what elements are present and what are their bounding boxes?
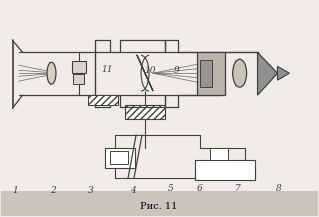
Text: 1: 1 bbox=[12, 186, 18, 195]
Text: 7: 7 bbox=[234, 184, 240, 193]
Bar bbox=[88, 95, 118, 105]
Text: 11: 11 bbox=[101, 65, 113, 74]
Bar bbox=[125, 105, 165, 119]
Bar bbox=[1, 191, 318, 216]
Bar bbox=[200, 60, 212, 87]
Text: 9: 9 bbox=[174, 66, 180, 75]
Bar bbox=[73, 74, 84, 84]
Text: 6: 6 bbox=[196, 184, 202, 193]
Text: Рис. 11: Рис. 11 bbox=[140, 202, 178, 211]
Text: 5: 5 bbox=[168, 184, 174, 193]
Bar bbox=[105, 148, 135, 168]
Polygon shape bbox=[278, 66, 289, 80]
Bar bbox=[197, 52, 225, 95]
Text: 8: 8 bbox=[276, 184, 281, 193]
Text: 2: 2 bbox=[50, 186, 56, 195]
Bar bbox=[195, 160, 255, 179]
Ellipse shape bbox=[47, 62, 56, 84]
Text: 4: 4 bbox=[130, 186, 135, 195]
Text: 10: 10 bbox=[144, 66, 156, 75]
Text: 3: 3 bbox=[88, 186, 94, 195]
Ellipse shape bbox=[233, 59, 247, 87]
Polygon shape bbox=[257, 52, 278, 95]
Bar bbox=[210, 148, 228, 160]
Bar bbox=[110, 151, 128, 164]
Bar bbox=[72, 61, 86, 73]
